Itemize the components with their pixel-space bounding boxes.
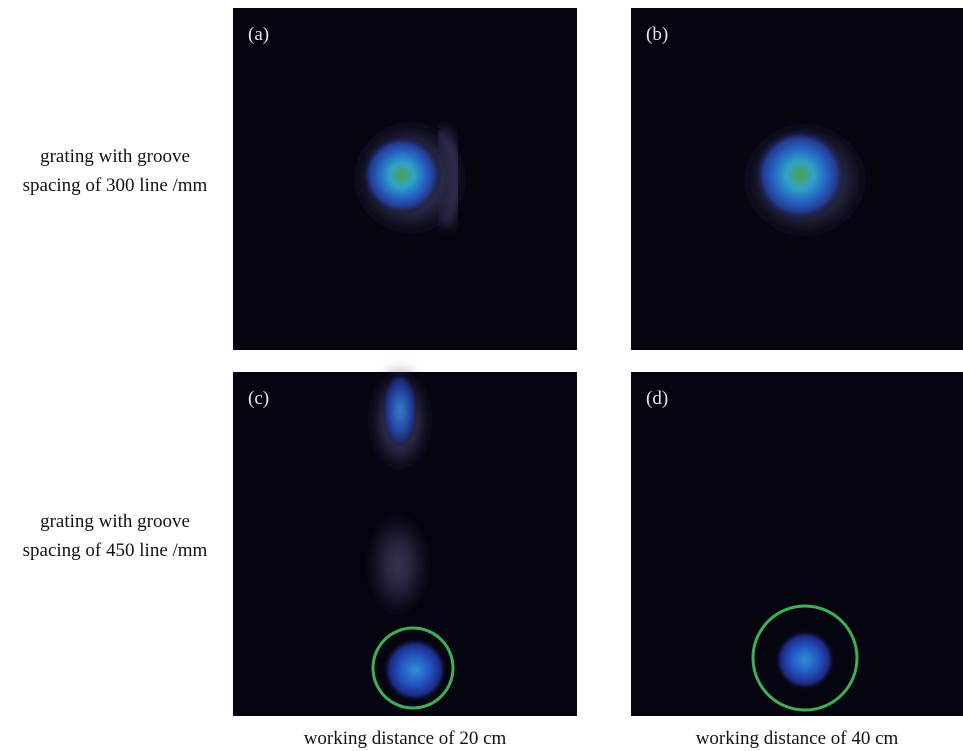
page: {"row_labels": [["grating with groove", … [0,0,963,751]
light-spot [775,630,835,690]
light-spot [382,372,418,448]
panel: (a) [233,8,577,350]
panel-label: (c) [248,388,269,409]
panel-label: (d) [646,388,668,409]
panel: (c) [233,365,577,716]
light-spot [383,638,447,702]
column-label: working distance of 40 cm [696,728,899,749]
row-label: spacing of 300 line /mm [23,175,208,196]
panel: (b) [631,8,963,350]
figure: grating with groove spacing of 300 line … [0,0,963,751]
halo [366,510,430,620]
row-label: spacing of 450 line /mm [23,540,208,561]
row-label: grating with groove [40,146,190,167]
light-spot [754,129,846,221]
light-spot [362,135,442,215]
panel: (d) [631,372,963,716]
column-label: working distance of 20 cm [304,728,507,749]
row-label: grating with groove [40,511,190,532]
panel-label: (a) [248,24,269,45]
panel-label: (b) [646,24,668,45]
